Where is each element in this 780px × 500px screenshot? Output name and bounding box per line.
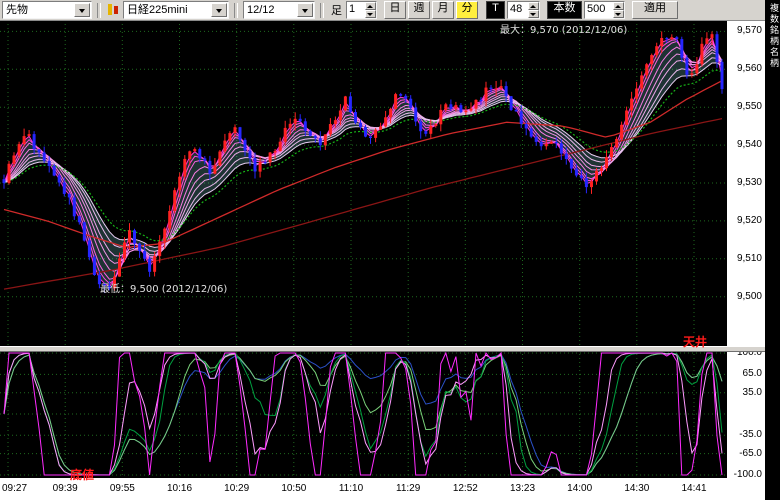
svg-text:最低：9,500 (2012/12/06): 最低：9,500 (2012/12/06)	[100, 282, 227, 295]
price-axis-label: 9,510	[737, 253, 762, 265]
contract-month-select[interactable]: 12/12	[243, 1, 315, 19]
tick-interval-spinner[interactable]: 48	[507, 1, 540, 19]
oscillator-axis-label: -100.0	[734, 469, 762, 478]
symbol-value: 日経225mini	[124, 3, 210, 17]
price-axis-label: 9,500	[737, 291, 762, 303]
period-button-minute[interactable]: 分	[456, 1, 478, 19]
oscillator-axis-label: 35.0	[743, 387, 762, 399]
count-label-button: 本数	[547, 1, 582, 19]
instrument-type-value: 先物	[3, 3, 73, 17]
count-value: 500	[585, 2, 613, 18]
price-axis-label: 9,520	[737, 215, 762, 227]
symbol-select[interactable]: 日経225mini	[123, 1, 229, 19]
chevron-down-icon[interactable]	[74, 3, 90, 17]
oscillator-axis-label: 65.0	[743, 368, 762, 380]
price-axis-label: 9,560	[737, 63, 762, 75]
chevron-down-icon[interactable]	[211, 3, 227, 17]
price-axis: 9,570 9,560 9,550 9,540 9,530 9,520 9,510 9,500…	[727, 20, 765, 478]
time-axis-label: 10:50	[281, 483, 306, 495]
time-axis-label: 09:55	[110, 483, 135, 495]
bottom-annotation: 底値	[70, 466, 94, 483]
price-axis-label: 9,550	[737, 101, 762, 113]
time-axis-label: 09:39	[53, 483, 78, 495]
vertical-strip-label: 複数銘柄名柄	[768, 3, 780, 69]
time-axis-label: 14:00	[567, 483, 592, 495]
bar-label: 足	[329, 2, 344, 18]
candlestick-icon	[106, 3, 121, 17]
toolbar-separator	[234, 3, 238, 18]
spinner-down-icon[interactable]	[528, 10, 539, 18]
tick-interval-value: 48	[508, 2, 528, 18]
main-price-chart-canvas[interactable]: 最大：9,570 (2012/12/06) 最低：9,500 (2012/12/0…	[0, 20, 727, 346]
count-spinner[interactable]: 500	[584, 1, 625, 19]
tick-button[interactable]: T	[486, 1, 505, 19]
period-button-week[interactable]: 週	[408, 1, 430, 19]
period-button-month[interactable]: 月	[432, 1, 454, 19]
price-axis-label: 9,540	[737, 139, 762, 151]
time-axis-label: 13:23	[510, 483, 535, 495]
time-axis-label: 12:52	[453, 483, 478, 495]
oscillator-axis-label: -65.0	[739, 448, 762, 460]
period-button-day[interactable]: 日	[384, 1, 406, 19]
oscillator-chart-canvas[interactable]	[0, 350, 727, 478]
price-axis-label: 9,570	[737, 25, 762, 37]
instrument-type-select[interactable]: 先物	[2, 1, 92, 19]
spinner-down-icon[interactable]	[613, 10, 624, 18]
panel-splitter[interactable]	[0, 346, 765, 352]
ceiling-annotation: 天井	[683, 333, 707, 350]
time-axis-label: 10:16	[167, 483, 192, 495]
time-axis: 09:27 09:39 09:55 10:16 10:29 10:50 11:10 11:29…	[0, 478, 765, 500]
time-axis-label: 09:27	[2, 483, 27, 495]
oscillator-axis-label: -35.0	[739, 429, 762, 441]
spinner-up-icon[interactable]	[528, 2, 539, 10]
toolbar: 先物 日経225mini 12/12 足 1 日 週 月 分 T 48	[0, 0, 769, 21]
bar-interval-spinner[interactable]: 1	[346, 1, 377, 19]
toolbar-separator	[97, 3, 101, 18]
toolbar-separator	[320, 3, 324, 18]
time-axis-label: 11:10	[339, 483, 363, 495]
time-axis-label: 14:30	[624, 483, 649, 495]
time-axis-label: 11:29	[396, 483, 420, 495]
time-axis-label: 10:29	[224, 483, 249, 495]
svg-text:最大：9,570 (2012/12/06): 最大：9,570 (2012/12/06)	[500, 23, 627, 36]
right-side-strip[interactable]: 複数銘柄名柄	[765, 0, 780, 500]
apply-button[interactable]: 適用	[632, 1, 678, 19]
contract-month-value: 12/12	[244, 3, 296, 17]
spinner-up-icon[interactable]	[365, 2, 376, 10]
chart-application-window: 先物 日経225mini 12/12 足 1 日 週 月 分 T 48	[0, 0, 780, 500]
spinner-down-icon[interactable]	[365, 10, 376, 18]
price-axis-label: 9,530	[737, 177, 762, 189]
spinner-up-icon[interactable]	[613, 2, 624, 10]
time-axis-label: 14:41	[681, 483, 706, 495]
bar-interval-value: 1	[347, 2, 365, 18]
chevron-down-icon[interactable]	[297, 3, 313, 17]
